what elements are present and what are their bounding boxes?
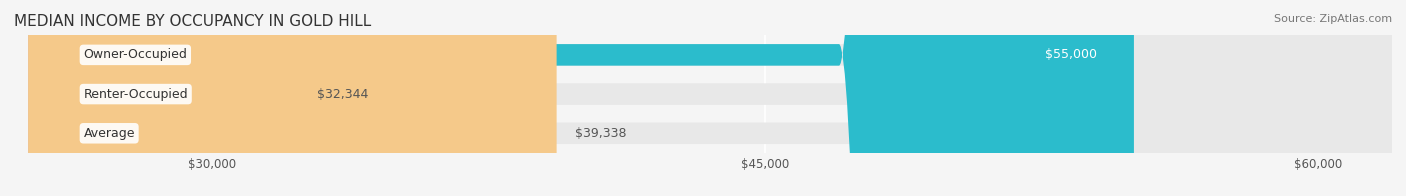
Text: Source: ZipAtlas.com: Source: ZipAtlas.com <box>1274 14 1392 24</box>
FancyBboxPatch shape <box>4 0 323 196</box>
Text: Average: Average <box>83 127 135 140</box>
FancyBboxPatch shape <box>28 0 1133 196</box>
Text: $55,000: $55,000 <box>1045 48 1097 61</box>
Text: Owner-Occupied: Owner-Occupied <box>83 48 187 61</box>
FancyBboxPatch shape <box>28 0 557 196</box>
Text: $39,338: $39,338 <box>575 127 627 140</box>
Text: MEDIAN INCOME BY OCCUPANCY IN GOLD HILL: MEDIAN INCOME BY OCCUPANCY IN GOLD HILL <box>14 14 371 29</box>
FancyBboxPatch shape <box>28 0 1392 196</box>
FancyBboxPatch shape <box>28 0 1392 196</box>
Text: Renter-Occupied: Renter-Occupied <box>83 88 188 101</box>
FancyBboxPatch shape <box>28 0 1392 196</box>
Text: $32,344: $32,344 <box>318 88 368 101</box>
